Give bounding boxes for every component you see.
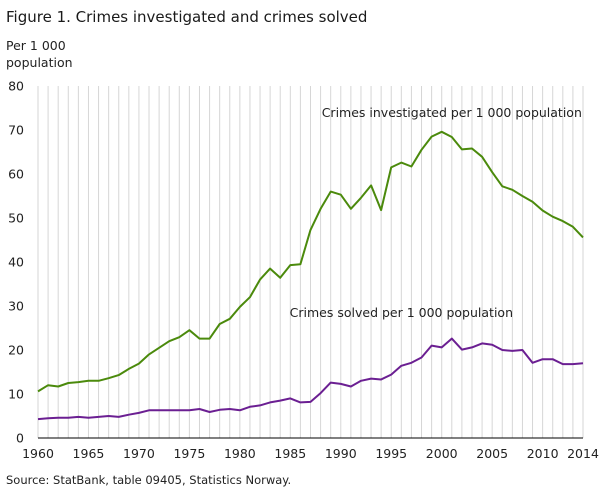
x-tick-label-1985: 1985 (274, 446, 306, 461)
x-tick-label-1980: 1980 (224, 446, 256, 461)
series-label-2: Crimes solved per 1 000 population (290, 305, 513, 320)
x-tick-label-1990: 1990 (325, 446, 357, 461)
x-tick-label-1975: 1975 (173, 446, 205, 461)
x-tick-label-2000: 2000 (426, 446, 458, 461)
x-tick-label-2010: 2010 (527, 446, 559, 461)
y-tick-label-0: 0 (16, 431, 24, 446)
x-tick-label-1970: 1970 (123, 446, 155, 461)
y-tick-label-70: 70 (8, 123, 24, 138)
y-tick-label-80: 80 (8, 79, 24, 94)
y-tick-label-60: 60 (8, 167, 24, 182)
x-tick-label-1960: 1960 (22, 446, 54, 461)
tick-labels: 0 10 20 30 40 50 60 70 80 1960 1965 1970 1975 1980 198… (8, 79, 599, 462)
source-note: Source: StatBank, table 09405, Statistic… (6, 473, 291, 487)
y-tick-label-30: 30 (8, 299, 24, 314)
y-tick-label-10: 10 (8, 387, 24, 402)
series-line-2 (37, 337, 584, 421)
y-tick-label-40: 40 (8, 255, 24, 270)
chart-title: Figure 1. Crimes investigated and crimes… (6, 8, 367, 26)
x-tick-label-2014: 2014 (567, 446, 599, 461)
x-tick-label-2005: 2005 (476, 446, 508, 461)
x-tick-label-1995: 1995 (375, 446, 407, 461)
y-unit-line-1: Per 1 000 (6, 38, 66, 53)
y-tick-label-50: 50 (8, 211, 24, 226)
series-labels: Crimes investigated per 1 000 population… (290, 105, 582, 320)
series-lines (37, 130, 584, 421)
x-tick-label-1965: 1965 (73, 446, 105, 461)
y-tick-label-20: 20 (8, 343, 24, 358)
grid-lines (37, 86, 584, 438)
series-line-1 (37, 130, 584, 393)
series-label-1: Crimes investigated per 1 000 population (322, 105, 582, 120)
y-unit-line-2: population (6, 55, 73, 70)
